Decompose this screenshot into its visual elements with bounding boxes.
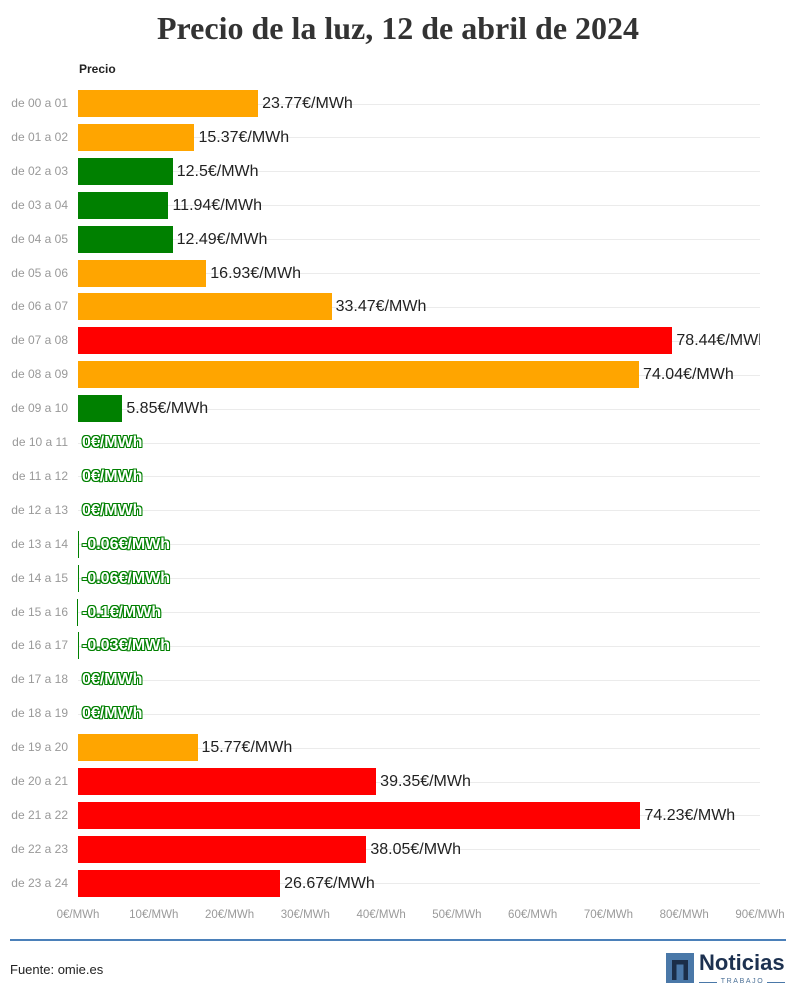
row-gridline <box>78 849 760 850</box>
row-gridline <box>78 680 760 681</box>
logo-wordmark: Noticias <box>699 950 785 975</box>
bar <box>78 395 123 423</box>
row-label: de 10 a 11 <box>12 435 68 449</box>
value-label: 39.35€/MWh <box>380 773 471 790</box>
value-label: 26.67€/MWh <box>284 874 375 892</box>
bar <box>78 157 173 185</box>
bar <box>78 869 281 897</box>
bar <box>77 598 78 626</box>
row-gridline <box>78 104 760 105</box>
value-label: 74.04€/MWh <box>643 366 734 384</box>
row-gridline <box>78 544 760 545</box>
value-label: 12.5€/MWh <box>176 162 259 180</box>
footer-divider <box>10 939 786 941</box>
row-gridline <box>78 714 760 715</box>
row-gridline <box>78 273 760 274</box>
value-label: 5.85€/MWh <box>126 400 209 418</box>
logo-rule-left <box>699 981 717 983</box>
logo-subtitle: TRABAJO <box>720 978 765 985</box>
row-gridline <box>78 748 760 749</box>
row-gridline <box>78 646 760 647</box>
column-header: Precio <box>79 62 116 76</box>
value-label: -0.06€/MWh <box>82 535 171 553</box>
row-label: de 15 a 16 <box>11 604 68 619</box>
value-label: 38.05€/MWh <box>370 840 462 858</box>
row-label: de 19 a 20 <box>11 740 68 755</box>
bar <box>78 225 173 253</box>
row-gridline <box>78 612 760 613</box>
logo-rule-right <box>767 981 786 983</box>
row-label: de 17 a 18 <box>11 672 68 687</box>
value-label: -0.1€/MWh <box>82 603 162 621</box>
row-label: de 12 a 13 <box>11 502 68 517</box>
row-label: de 02 a 03 <box>11 163 68 178</box>
row-gridline <box>78 409 760 410</box>
logo-subtitle-row: TRABAJO <box>699 977 786 987</box>
row-label: de 00 a 01 <box>11 96 68 110</box>
row-label: de 22 a 23 <box>11 841 68 856</box>
n-logo-icon <box>666 953 694 983</box>
row-label: de 06 a 07 <box>11 299 68 314</box>
bar <box>78 734 198 762</box>
value-label: 0€/MWh <box>82 501 143 519</box>
value-label: 74.23€/MWh <box>644 806 736 824</box>
row-gridline <box>78 782 760 783</box>
value-label: 78.44€/MWh <box>676 332 760 350</box>
bar <box>78 293 332 321</box>
value-label: 16.93€/MWh <box>210 264 301 282</box>
row-label: de 21 a 22 <box>11 807 68 822</box>
row-gridline <box>78 883 760 884</box>
brand-logo: Noticias TRABAJO <box>666 950 786 990</box>
row-label: de 16 a 17 <box>11 638 68 653</box>
row-gridline <box>78 137 760 138</box>
bar <box>78 327 673 355</box>
row-label: de 08 a 09 <box>11 367 68 382</box>
row-gridline <box>78 205 760 206</box>
row-gridline <box>78 510 760 511</box>
value-label: -0.03€/MWh <box>82 637 171 655</box>
bar <box>78 259 207 287</box>
value-label: 0€/MWh <box>82 467 143 485</box>
row-gridline <box>78 307 760 308</box>
bar <box>78 361 640 389</box>
row-label: de 04 a 05 <box>11 231 68 246</box>
row-label: de 11 a 12 <box>12 468 68 483</box>
value-label: 15.77€/MWh <box>201 739 293 757</box>
row-label: de 09 a 10 <box>11 401 68 416</box>
row-gridline <box>78 443 760 444</box>
plot-area: de 00 a 01 23.77€/MWh de 01 a 02 15.37€/MWh… <box>11 90 760 897</box>
row-label: de 20 a 21 <box>11 774 68 788</box>
row-gridline <box>78 171 760 172</box>
row-label: de 01 a 02 <box>11 129 68 144</box>
row-label: de 23 a 24 <box>11 875 68 890</box>
value-label: 0€/MWh <box>82 705 143 723</box>
value-label: 0€/MWh <box>82 434 143 451</box>
row-label: de 13 a 14 <box>11 536 68 551</box>
source-note: Fuente: omie.es <box>10 962 104 977</box>
row-gridline <box>78 578 760 579</box>
value-label: 15.37€/MWh <box>198 128 290 146</box>
row-label: de 05 a 06 <box>11 265 68 280</box>
row-gridline <box>78 476 760 477</box>
value-label: 12.49€/MWh <box>176 230 268 248</box>
row-label: de 03 a 04 <box>11 197 68 212</box>
chart-title: Precio de la luz, 12 de abril de 2024 <box>156 10 640 46</box>
bar <box>78 768 377 795</box>
bar <box>78 801 641 829</box>
value-label: 0€/MWh <box>82 671 143 689</box>
bar <box>78 90 259 117</box>
bar <box>78 123 195 151</box>
row-gridline <box>78 239 760 240</box>
row-label: de 07 a 08 <box>11 333 68 348</box>
row-label: de 18 a 19 <box>11 706 68 721</box>
value-label: -0.06€/MWh <box>82 569 171 587</box>
value-label: 33.47€/MWh <box>335 298 427 316</box>
bar <box>78 191 169 219</box>
value-label: 23.77€/MWh <box>262 95 353 112</box>
row-label: de 14 a 15 <box>11 570 68 585</box>
bar <box>78 835 367 863</box>
value-label: 11.94€/MWh <box>172 196 262 214</box>
